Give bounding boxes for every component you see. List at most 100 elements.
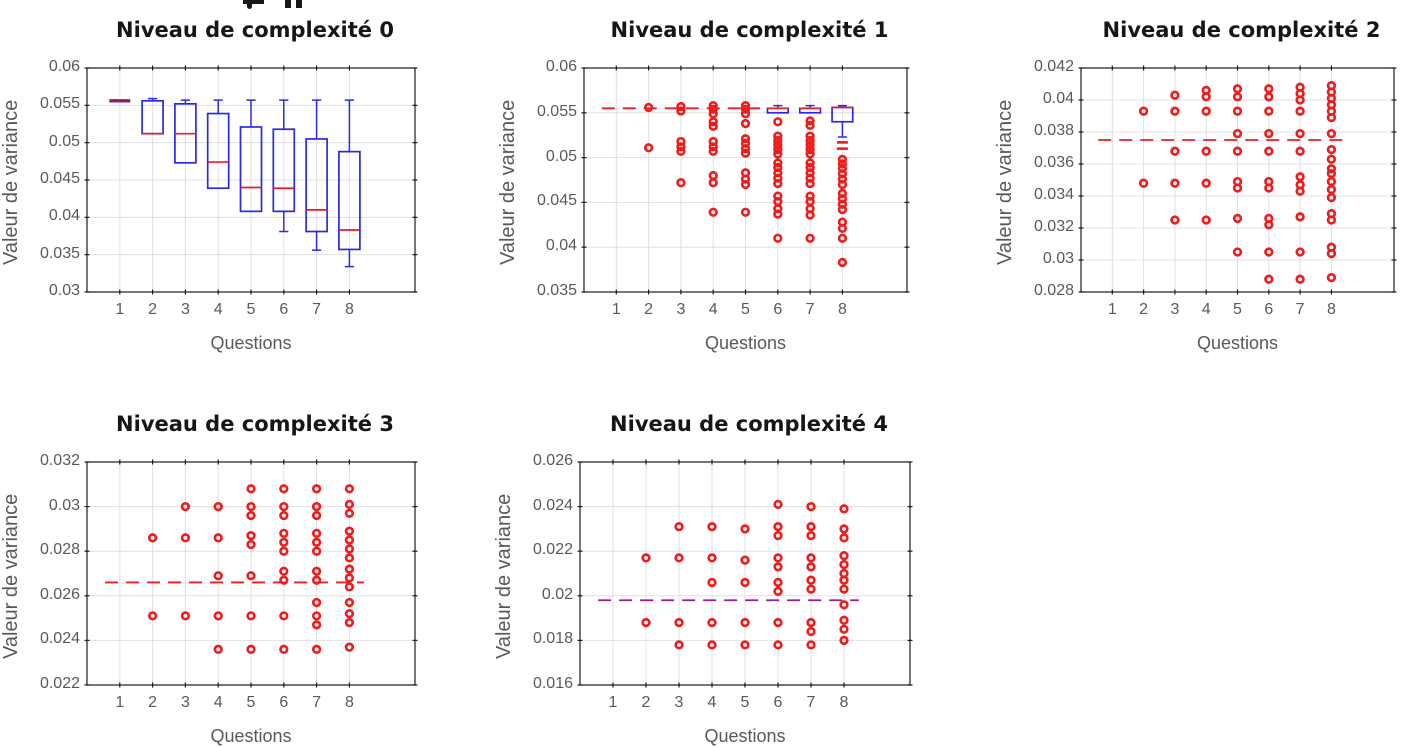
- x-tick-label: 7: [312, 694, 322, 711]
- x-tick-label: 4: [708, 301, 718, 318]
- outlier-markers: [643, 100, 848, 268]
- box-rect: [206, 112, 230, 190]
- y-tick-label: 0.05: [48, 132, 80, 150]
- y-tick-label: 0.022: [532, 541, 573, 559]
- x-tick-label: 3: [180, 301, 190, 318]
- axes-frame: [577, 459, 913, 688]
- y-tick-label: 0.036: [1033, 154, 1074, 171]
- y-tick-label: 0.02: [541, 585, 573, 603]
- y-tick-label: 0.032: [1033, 218, 1074, 235]
- chart-title: Niveau de complexité 0: [116, 18, 394, 42]
- x-tick-label: 1: [608, 694, 618, 711]
- y-tick-label: 0.03: [48, 496, 80, 514]
- x-tick-label: 3: [674, 694, 684, 711]
- y-axis-title: Valeur de variance: [497, 99, 519, 265]
- y-tick-label: 0.016: [532, 675, 573, 692]
- chart-canvas: [1078, 65, 1397, 295]
- x-axis-title: Questions: [210, 726, 292, 746]
- box-whisker: [338, 99, 361, 268]
- plot-area-complexite-2: [1078, 65, 1397, 295]
- axes-frame: [84, 459, 418, 688]
- x-tick-label: 7: [312, 301, 322, 318]
- y-tick-label: 0.055: [536, 102, 577, 120]
- y-tick-label: 0.06: [545, 58, 577, 75]
- x-tick-label: 7: [806, 694, 816, 711]
- y-tick-label: 0.042: [1033, 58, 1074, 75]
- x-tick-label: 8: [1326, 301, 1336, 318]
- subplot-complexite-0: Niveau de complexité 0 Valeur de varianc…: [0, 14, 431, 356]
- x-tick-label: 5: [740, 694, 750, 711]
- x-tick-label: 8: [837, 301, 847, 318]
- y-tick-label: 0.024: [532, 496, 573, 514]
- box-rect: [305, 138, 328, 233]
- x-tick-label: 2: [148, 301, 158, 318]
- x-tick-label: 6: [279, 301, 289, 318]
- x-tick-label: 5: [1233, 301, 1242, 318]
- x-tick-label: 1: [115, 694, 125, 711]
- plot-area-complexite-3: [84, 459, 418, 688]
- y-tick-label: 0.022: [39, 675, 80, 692]
- y-tick-label: 0.04: [545, 237, 577, 255]
- chart-canvas: [577, 459, 913, 688]
- box-whisker: [766, 104, 789, 114]
- x-tick-label: 6: [773, 301, 783, 318]
- cropped-text-fragment: [240, 0, 310, 10]
- x-tick-label: 5: [246, 694, 256, 711]
- x-tick-label: 5: [741, 301, 750, 318]
- x-tick-label: 3: [180, 694, 190, 711]
- y-tick-label: 0.034: [1033, 186, 1074, 203]
- subplot-complexite-2: Niveau de complexité 2 Valeur de varianc…: [994, 14, 1403, 356]
- chart-title: Niveau de complexité 3: [116, 412, 394, 436]
- y-tick-label: 0.04: [48, 207, 80, 225]
- x-tick-label: 7: [1295, 301, 1305, 318]
- plot-area-complexite-4: [577, 459, 913, 688]
- x-tick-label: 1: [611, 301, 621, 318]
- x-tick-label: 8: [839, 694, 849, 711]
- chart-canvas: [84, 65, 418, 295]
- outlier-markers: [641, 499, 849, 650]
- box-rect: [272, 128, 296, 213]
- y-tick-label: 0.026: [532, 452, 573, 469]
- y-tick-label: 0.035: [39, 244, 80, 262]
- y-tick-label: 0.026: [39, 585, 80, 603]
- x-tick-label: 2: [1139, 301, 1149, 318]
- axes-frame: [84, 65, 418, 295]
- x-tick-label: 7: [805, 301, 815, 318]
- x-tick-label: 3: [1170, 301, 1180, 318]
- cropped-glyph: [247, 0, 252, 9]
- axes-frame: [581, 65, 910, 295]
- x-tick-label: 8: [344, 301, 354, 318]
- x-tick-label: 3: [676, 301, 686, 318]
- y-tick-label: 0.032: [39, 452, 80, 469]
- plot-area-complexite-1: [581, 65, 910, 295]
- x-tick-label: 4: [213, 694, 223, 711]
- x-tick-label: 6: [1264, 301, 1274, 318]
- x-axis-title: Questions: [1196, 333, 1279, 353]
- x-tick-label: 2: [644, 301, 654, 318]
- y-axis-title: Valeur de variance: [493, 493, 515, 659]
- y-tick-label: 0.028: [1033, 282, 1074, 299]
- chart-canvas: [581, 65, 910, 295]
- y-tick-label: 0.05: [545, 147, 577, 165]
- x-tick-label: 2: [148, 694, 158, 711]
- chart-title: Niveau de complexité 2: [1102, 18, 1381, 42]
- box-whisker: [831, 104, 854, 138]
- x-tick-label: 2: [641, 694, 651, 711]
- chart-canvas: [84, 459, 418, 688]
- grid-lines: [1081, 67, 1394, 293]
- subplot-complexite-4: Niveau de complexité 4 Valeur de varianc…: [493, 408, 926, 747]
- x-tick-label: 1: [115, 301, 125, 318]
- x-axis-title: Questions: [704, 333, 787, 353]
- y-tick-label: 0.03: [1042, 250, 1074, 267]
- subplot-complexite-1: Niveau de complexité 1 Valeur de varianc…: [497, 14, 923, 356]
- y-tick-label: 0.028: [39, 541, 80, 559]
- y-tick-label: 0.03: [48, 282, 80, 299]
- box-whisker: [174, 99, 197, 164]
- x-axis-title: Questions: [704, 726, 786, 746]
- box-whisker: [239, 99, 263, 213]
- cropped-glyph: [296, 0, 302, 8]
- box-whisker: [305, 99, 328, 251]
- y-tick-label: 0.055: [39, 95, 80, 113]
- box-rect: [338, 150, 361, 251]
